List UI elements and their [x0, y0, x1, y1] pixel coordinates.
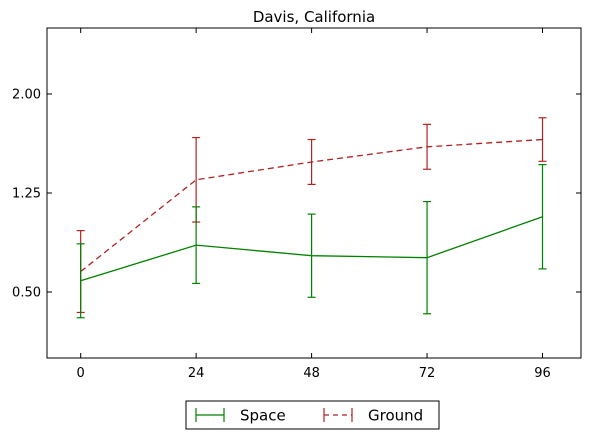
- x-tick-label: 96: [534, 366, 551, 381]
- x-tick-label: 24: [188, 366, 205, 381]
- legend-entry-space: Space: [195, 407, 286, 425]
- legend-label-space: Space: [240, 407, 286, 425]
- legend-entry-ground: Ground: [323, 407, 423, 425]
- x-tick-label: 0: [77, 366, 85, 381]
- y-tick-label: 1.25: [12, 187, 41, 202]
- y-tick-label: 0.50: [12, 286, 41, 301]
- legend-box: [185, 400, 440, 430]
- chart-title: Davis, California: [253, 8, 375, 26]
- x-tick-label: 48: [303, 366, 320, 381]
- legend-label-ground: Ground: [368, 407, 423, 425]
- legend: Space Ground: [185, 400, 440, 430]
- axes: 0 24 48 72 96 0.50 1.25 2.00: [12, 27, 582, 381]
- series-space: [76, 164, 547, 319]
- y-tick-label: 2.00: [12, 88, 41, 103]
- error-bar-ground-4: [538, 117, 547, 162]
- plot-frame: [46, 27, 582, 359]
- series-line-ground: [80, 138, 543, 273]
- plot-area: [76, 117, 547, 319]
- x-tick-label: 72: [419, 366, 436, 381]
- series-line-space: [80, 216, 543, 282]
